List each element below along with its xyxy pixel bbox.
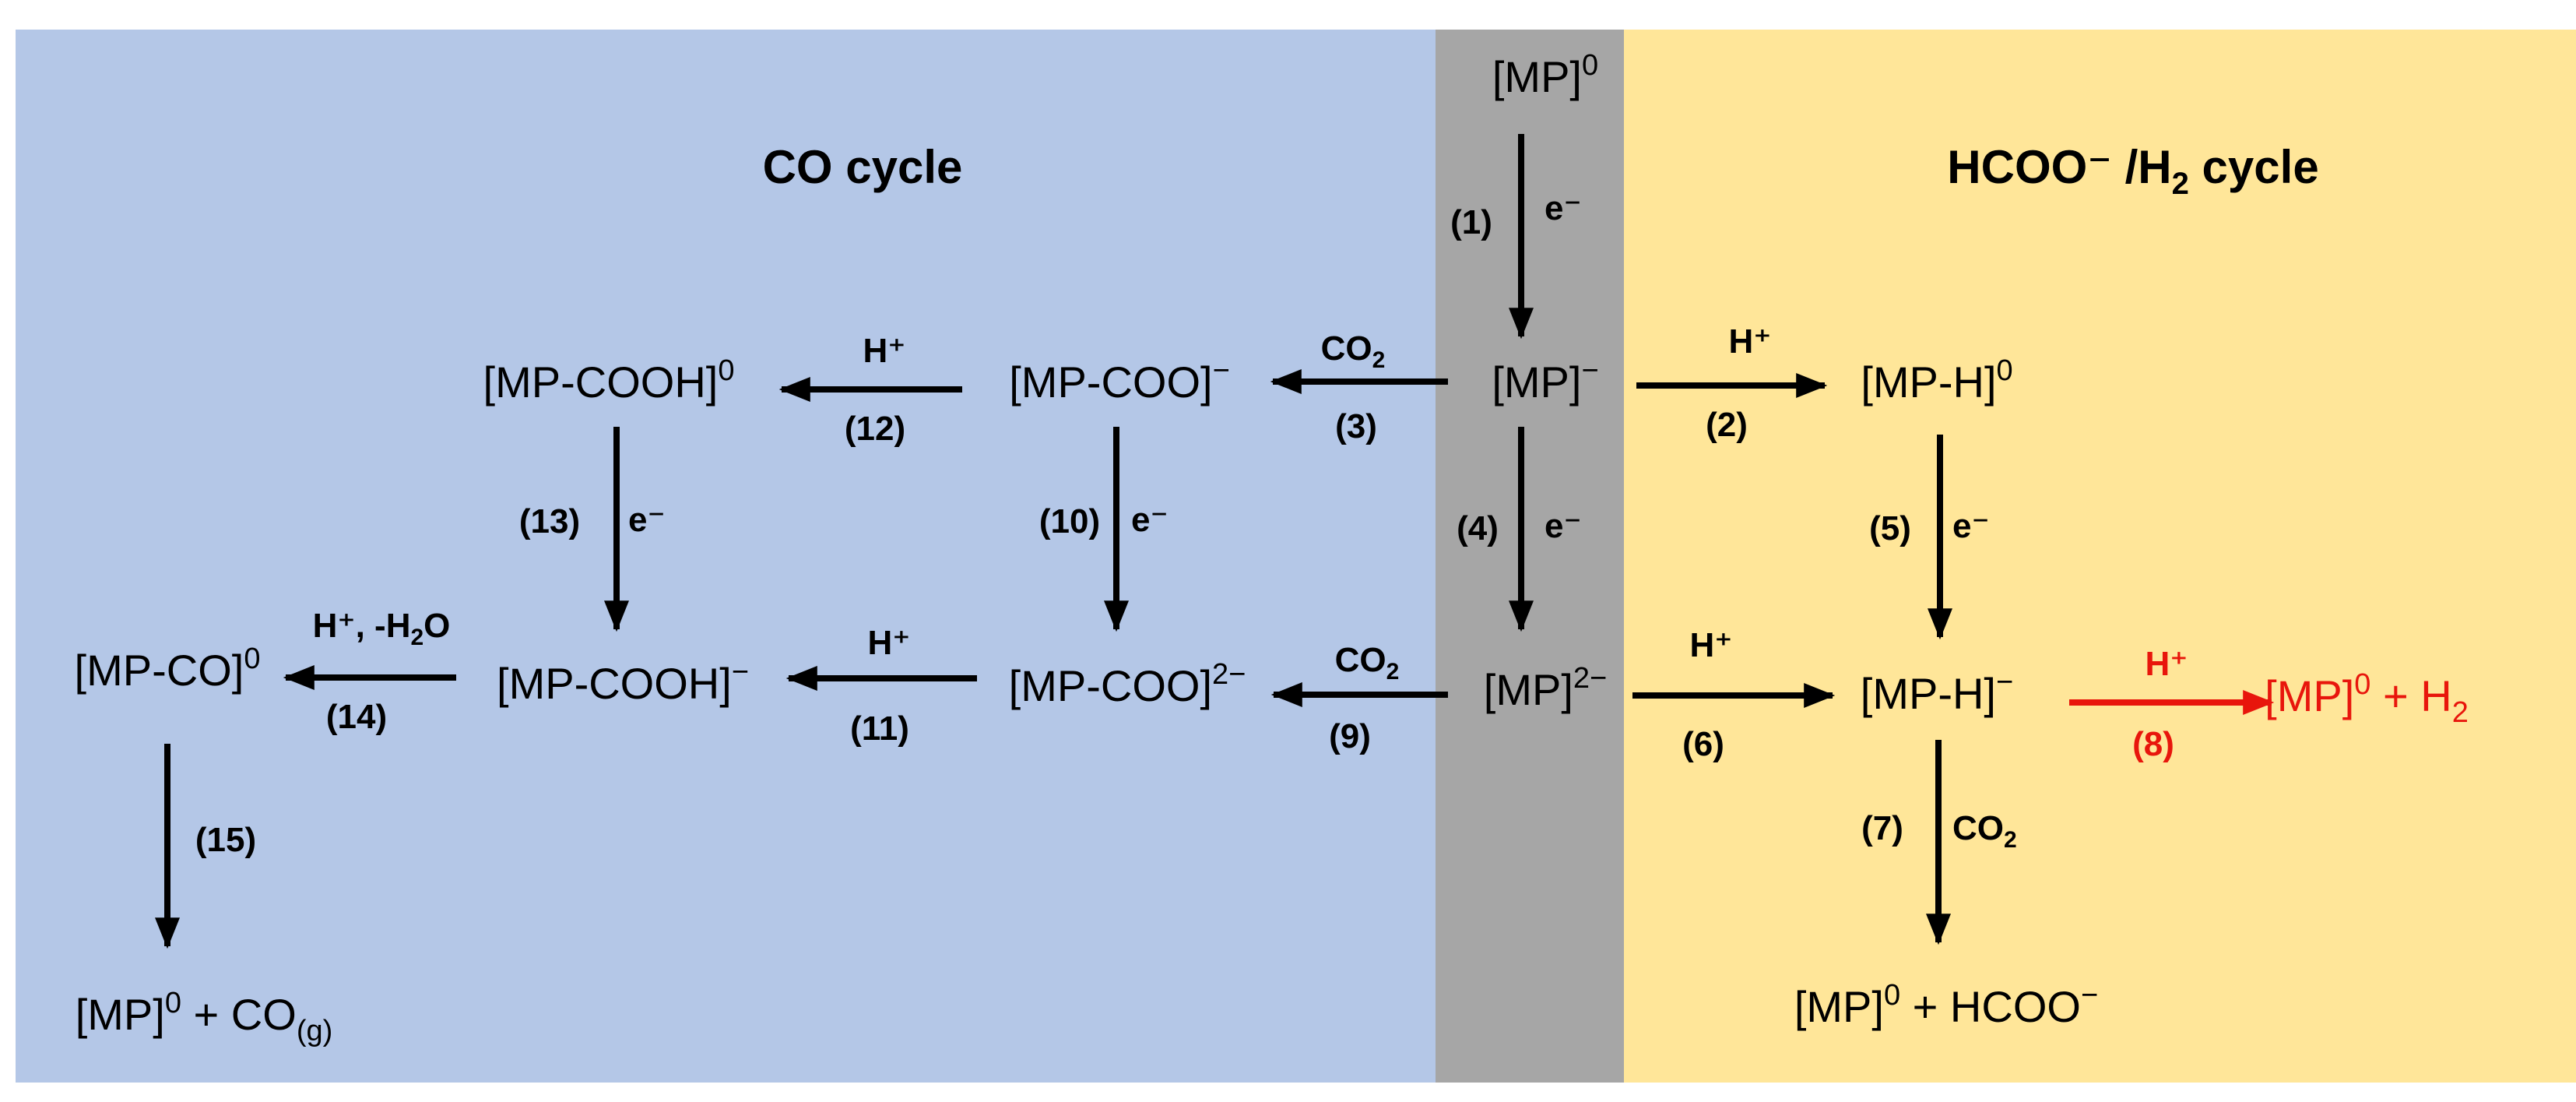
step-3-reagent: CO2	[1321, 329, 1386, 373]
species-mp-coo-minus: [MP-COO]−	[1009, 354, 1230, 407]
species-mp-coo-2minus-sup: 2−	[1212, 658, 1246, 691]
species-mp-cooh-minus-main: [MP-COOH]	[497, 659, 732, 708]
step-4-reagent: e⁻	[1545, 507, 1582, 545]
co-cycle-title: CO cycle	[763, 141, 963, 193]
h2-product-main1: [MP]	[2265, 671, 2354, 720]
species-mp-h-0-sup: 0	[1997, 354, 2013, 387]
species-mp-h-0: [MP-H]0	[1861, 354, 2012, 407]
species-mp0-hcoo-product: [MP]0 + HCOO−	[1794, 979, 2098, 1031]
species-mp-coo-minus-sup: −	[1213, 354, 1230, 387]
species-mp-minus-main: [MP]	[1492, 357, 1581, 407]
step-6-reagent: H⁺	[1690, 626, 1733, 664]
step-7-reagent-sub: 2	[2004, 827, 2017, 853]
co-product-main1: [MP]	[76, 990, 165, 1039]
co-product-sub: (g)	[297, 1015, 332, 1047]
species-mp-2minus-sup: 2−	[1573, 662, 1607, 695]
species-mp-cooh-0: [MP-COOH]0	[483, 354, 735, 407]
hcoo-product-main1: [MP]	[1794, 982, 1884, 1031]
species-mp-coo-2minus-main: [MP-COO]	[1009, 661, 1212, 710]
species-mp-h-minus-main: [MP-H]	[1861, 669, 1996, 718]
co-cycle-title-text: CO cycle	[763, 141, 963, 193]
species-mp-minus-sup: −	[1581, 354, 1598, 387]
step-6-number: (6)	[1682, 725, 1724, 763]
species-mp-cooh-0-sup: 0	[718, 354, 734, 387]
step-1-number: (1)	[1450, 203, 1492, 241]
step-15-number: (15)	[195, 821, 256, 859]
step-3-reagent-sub: 2	[1372, 347, 1386, 373]
hcoo-title-prefix: HCOO⁻ /H	[1947, 141, 2171, 193]
step-1-reagent: e⁻	[1545, 189, 1582, 227]
step-8-reagent: H⁺	[2145, 645, 2188, 683]
step-14-reagent-tail: O	[423, 607, 450, 645]
step-8-number: (8)	[2132, 725, 2174, 763]
step-13-number: (13)	[519, 502, 580, 540]
species-mp0-top-main: [MP]	[1492, 52, 1582, 101]
h2-product-sub: 2	[2452, 696, 2469, 729]
h2-product-main2: + H	[2370, 671, 2451, 720]
hcoo-product-sup2: −	[2081, 979, 2098, 1012]
step-9-reagent: CO2	[1335, 641, 1400, 685]
step-2-number: (2)	[1706, 406, 1748, 444]
step-9-reagent-sub: 2	[1386, 659, 1400, 685]
step-5-reagent: e⁻	[1952, 507, 1990, 545]
species-mp-h-minus: [MP-H]−	[1861, 666, 2013, 718]
step-10-reagent: e⁻	[1131, 501, 1169, 539]
step-12-reagent: H⁺	[863, 332, 906, 370]
species-mp0-top: [MP]0	[1492, 49, 1598, 101]
species-mp-h-0-main: [MP-H]	[1861, 357, 1996, 407]
species-mp-coo-minus-main: [MP-COO]	[1009, 357, 1212, 407]
hcoo-h2-cycle-title: HCOO⁻ /H2 cycle	[1947, 141, 2318, 201]
step-9-number: (9)	[1329, 717, 1371, 755]
species-mp-h-minus-sup: −	[1996, 666, 2013, 699]
step-4-number: (4)	[1457, 509, 1499, 547]
step-14-reagent-sub: 2	[410, 625, 423, 650]
species-mp0-top-sup: 0	[1582, 49, 1598, 82]
step-7-reagent: CO2	[1952, 809, 2017, 853]
co-product-main2: + CO	[181, 990, 297, 1039]
species-mp-cooh-0-main: [MP-COOH]	[483, 357, 719, 407]
hcoo-product-main2: + HCOO	[1900, 982, 2081, 1031]
step-9-reagent-main: CO	[1335, 641, 1386, 679]
co-product-sup: 0	[165, 987, 181, 1019]
step-14-reagent: H⁺, -H2O	[313, 607, 451, 650]
step-7-reagent-main: CO	[1952, 809, 2004, 847]
species-mp0-h2-product: [MP]0 + H2	[2265, 668, 2469, 729]
species-mp-co-0-sup: 0	[244, 643, 260, 675]
step-11-reagent: H⁺	[868, 624, 911, 662]
species-mp-co-0-main: [MP-CO]	[75, 646, 244, 695]
species-mp0-co-product: [MP]0 + CO(g)	[76, 987, 333, 1047]
co-cycle-region	[16, 30, 1436, 1083]
species-mp-coo-2minus: [MP-COO]2−	[1009, 658, 1246, 710]
step-14-reagent-main: H⁺, -H	[313, 607, 411, 645]
center-region	[1436, 30, 1624, 1083]
hcoo-product-sup: 0	[1884, 979, 1900, 1012]
step-2-reagent: H⁺	[1729, 322, 1772, 361]
step-7-number: (7)	[1861, 809, 1903, 847]
hcoo-h2-cycle-region	[1624, 30, 2576, 1083]
step-3-number: (3)	[1335, 407, 1377, 445]
step-3-reagent-main: CO	[1321, 329, 1372, 368]
species-mp-cooh-minus-sup: −	[732, 656, 749, 688]
step-14-number: (14)	[326, 698, 387, 736]
species-mp-2minus: [MP]2−	[1484, 662, 1607, 714]
species-mp-2minus-main: [MP]	[1484, 665, 1573, 714]
hcoo-title-sub: 2	[2172, 167, 2189, 201]
step-13-reagent: e⁻	[628, 501, 666, 539]
species-mp-cooh-minus: [MP-COOH]−	[497, 656, 749, 708]
species-mp-minus: [MP]−	[1492, 354, 1598, 407]
species-mp-co-0: [MP-CO]0	[75, 643, 261, 695]
step-12-number: (12)	[845, 410, 905, 448]
hcoo-title-suffix: cycle	[2189, 141, 2319, 193]
step-5-number: (5)	[1869, 509, 1911, 547]
step-11-number: (11)	[850, 709, 909, 748]
h2-product-sup: 0	[2354, 668, 2370, 701]
step-10-number: (10)	[1039, 502, 1100, 540]
